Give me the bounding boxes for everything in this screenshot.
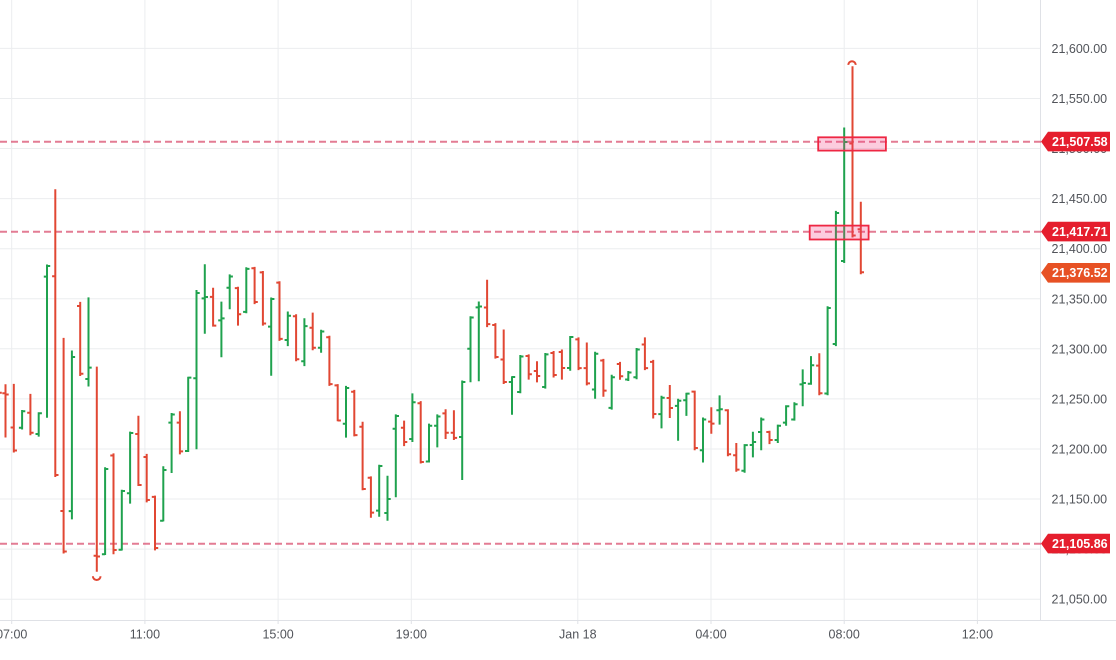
svg-text:21,050.00: 21,050.00 xyxy=(1052,593,1108,607)
svg-text:21,600.00: 21,600.00 xyxy=(1052,42,1108,56)
svg-text:21,250.00: 21,250.00 xyxy=(1052,392,1108,406)
svg-text:07:00: 07:00 xyxy=(0,628,27,642)
svg-text:21,550.00: 21,550.00 xyxy=(1052,92,1108,106)
svg-text:21,150.00: 21,150.00 xyxy=(1052,493,1108,507)
svg-text:11:00: 11:00 xyxy=(130,628,160,642)
svg-text:Jan 18: Jan 18 xyxy=(559,628,597,642)
svg-text:21,105.86: 21,105.86 xyxy=(1052,537,1108,551)
svg-text:19:00: 19:00 xyxy=(396,628,427,642)
svg-text:21,200.00: 21,200.00 xyxy=(1052,443,1108,457)
svg-text:21,417.71: 21,417.71 xyxy=(1052,225,1108,239)
svg-text:04:00: 04:00 xyxy=(695,628,726,642)
svg-text:21,350.00: 21,350.00 xyxy=(1052,292,1108,306)
svg-text:21,507.58: 21,507.58 xyxy=(1052,135,1108,149)
svg-text:15:00: 15:00 xyxy=(262,628,293,642)
svg-text:08:00: 08:00 xyxy=(829,628,860,642)
svg-text:21,450.00: 21,450.00 xyxy=(1052,192,1108,206)
svg-text:12:00: 12:00 xyxy=(962,628,993,642)
svg-text:21,400.00: 21,400.00 xyxy=(1052,242,1108,256)
svg-text:21,376.52: 21,376.52 xyxy=(1052,266,1108,280)
svg-text:21,300.00: 21,300.00 xyxy=(1052,342,1108,356)
